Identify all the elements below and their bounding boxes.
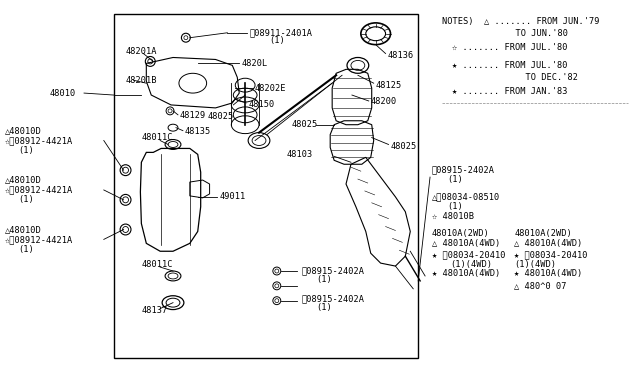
Text: 48125: 48125 [376,81,402,90]
Text: 4820L: 4820L [241,59,268,68]
Text: (1): (1) [316,303,332,312]
Text: ☆ⓝ08912-4421A: ☆ⓝ08912-4421A [5,136,73,145]
Text: △⒱08034-08510: △⒱08034-08510 [432,192,500,201]
Text: (1): (1) [18,245,33,254]
Text: 48025: 48025 [207,112,234,121]
Text: △ 480^0 07: △ 480^0 07 [514,281,566,291]
Text: Ⓦ08915-2402A: Ⓦ08915-2402A [432,166,495,175]
Text: △ 48010A(4WD): △ 48010A(4WD) [432,239,500,248]
Text: ★ 48010A(4WD): ★ 48010A(4WD) [514,269,582,279]
Text: 48011C: 48011C [141,260,173,269]
Text: ★ 48010A(4WD): ★ 48010A(4WD) [432,269,500,279]
Text: 48129: 48129 [180,111,206,120]
Text: NOTES)  △ ....... FROM JUN.'79: NOTES) △ ....... FROM JUN.'79 [442,17,600,26]
Text: ☆ⓝ08912-4421A: ☆ⓝ08912-4421A [5,235,73,244]
Text: ★ ⒱08034-20410: ★ ⒱08034-20410 [432,251,506,260]
Text: (1): (1) [316,275,332,285]
Text: ★ ....... FROM JAN.'83: ★ ....... FROM JAN.'83 [452,87,567,96]
Text: ⓝ08911-2401A: ⓝ08911-2401A [249,28,312,37]
Text: 48201B: 48201B [125,76,157,85]
Text: 48011C: 48011C [141,133,173,142]
Text: (1): (1) [447,202,463,211]
Bar [114,14,418,358]
Text: (1): (1) [269,36,285,45]
Text: TO JUN.'80: TO JUN.'80 [442,29,568,38]
Text: 48135: 48135 [185,127,211,136]
Text: △48010D: △48010D [5,126,42,135]
Text: (1)(4WD): (1)(4WD) [450,260,492,269]
Text: 48136: 48136 [388,51,414,60]
Text: ★ ....... FROM JUL.'80: ★ ....... FROM JUL.'80 [452,61,567,70]
Text: △ 48010A(4WD): △ 48010A(4WD) [514,239,582,248]
Text: 48010A(2WD): 48010A(2WD) [514,229,572,238]
Text: ☆ⓝ08912-4421A: ☆ⓝ08912-4421A [5,186,73,195]
Text: (1): (1) [447,174,463,183]
Text: ☆ ....... FROM JUL.'80: ☆ ....... FROM JUL.'80 [452,43,567,52]
Text: △48010D: △48010D [5,176,42,185]
Text: 48025: 48025 [292,120,318,129]
Text: (1): (1) [18,195,33,204]
Text: △48010D: △48010D [5,225,42,234]
Text: 48010A(2WD): 48010A(2WD) [432,229,490,238]
Text: (1): (1) [18,146,33,155]
Text: 48010: 48010 [49,89,76,97]
Text: 48103: 48103 [287,150,313,159]
Text: (1)(4WD): (1)(4WD) [514,260,556,269]
Text: 48137: 48137 [141,306,168,315]
Text: TO DEC.'82: TO DEC.'82 [452,73,578,82]
Text: ⒲08915-2402A: ⒲08915-2402A [301,294,365,303]
Text: 48150: 48150 [248,100,275,109]
Text: ★ ⒱08034-20410: ★ ⒱08034-20410 [514,251,588,260]
Text: 48025: 48025 [390,142,417,151]
Text: 48202E: 48202E [255,84,287,93]
Text: 48201A: 48201A [125,47,157,56]
Text: ☆ 48010B: ☆ 48010B [432,212,474,221]
Text: 49011: 49011 [220,192,246,201]
Text: Ⓦ08915-2402A: Ⓦ08915-2402A [301,266,365,276]
Text: 48200: 48200 [371,97,397,106]
